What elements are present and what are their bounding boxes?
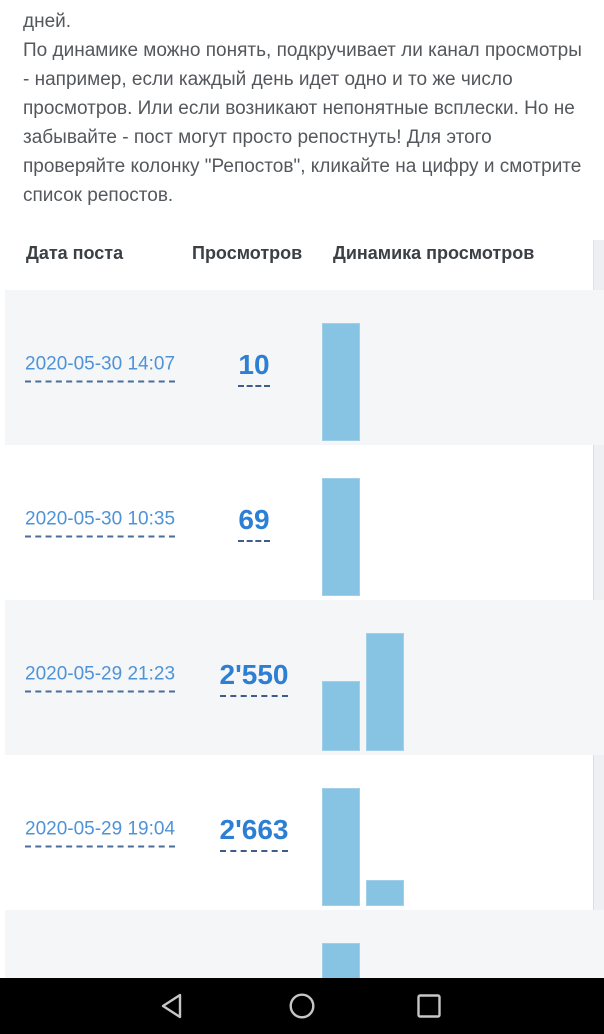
table-row: 2020-05-30 14:07 10: [5, 290, 604, 445]
views-dynamics-chart: [5, 445, 593, 600]
dynamics-bar: [322, 788, 360, 906]
col-header-date: Дата поста: [26, 243, 124, 263]
views-cell: 69: [191, 504, 317, 542]
table-row: [5, 910, 604, 978]
intro-line: дней.: [23, 11, 72, 32]
views-cell: 10: [191, 349, 317, 387]
views-cell: 2'550: [191, 659, 317, 697]
back-button[interactable]: [144, 978, 200, 1034]
recents-button[interactable]: [401, 978, 457, 1034]
post-date-link[interactable]: 2020-05-29 19:04: [25, 818, 176, 847]
android-navbar: [0, 978, 604, 1034]
recents-icon: [416, 993, 442, 1019]
table-header: Дата поста Просмотров Динамика просмотро…: [0, 243, 604, 269]
intro-line: - например, если каждый день идет одно и…: [23, 69, 513, 90]
table-row: 2020-05-29 19:04 2'663: [5, 755, 594, 910]
table-row: 2020-05-30 10:35 69: [5, 445, 594, 600]
views-count-link[interactable]: 2'550: [219, 659, 289, 697]
dynamics-bar: [322, 323, 360, 441]
intro-line: просмотров. Или если возникают непонятны…: [23, 98, 575, 119]
views-cell: 2'663: [191, 814, 317, 852]
post-date-link[interactable]: 2020-05-30 14:07: [25, 353, 176, 382]
intro-line: забывайте - пост могут просто репостнуть…: [23, 127, 492, 148]
posts-table-body: 2020-05-30 14:07 10 2020-05-30 10:35 69 …: [5, 290, 604, 978]
views-dynamics-chart: [5, 600, 604, 755]
views-count-link[interactable]: 2'663: [219, 814, 289, 852]
col-header-dynamics: Динамика просмотров: [333, 243, 535, 263]
views-dynamics-chart: [5, 290, 604, 445]
views-count-link[interactable]: 69: [238, 504, 270, 542]
home-button[interactable]: [274, 978, 330, 1034]
dynamics-bar: [322, 943, 360, 978]
intro-paragraph: дней. По динамике можно понять, подкручив…: [0, 0, 604, 210]
intro-line: список репостов.: [23, 185, 174, 206]
views-dynamics-chart: [5, 910, 604, 978]
dynamics-bar: [322, 681, 360, 751]
dynamics-bar: [366, 633, 404, 751]
intro-line: проверяйте колонку "Репостов", кликайте …: [23, 156, 582, 177]
col-header-views: Просмотров: [192, 243, 303, 263]
back-icon: [159, 992, 185, 1020]
post-date-link[interactable]: 2020-05-29 21:23: [25, 663, 176, 692]
views-count-link[interactable]: 10: [238, 349, 270, 387]
dynamics-bar: [366, 880, 404, 906]
dynamics-bar: [322, 478, 360, 596]
views-dynamics-chart: [5, 755, 593, 910]
home-icon: [288, 992, 316, 1020]
intro-line: По динамике можно понять, подкручивает л…: [23, 40, 582, 61]
table-row: 2020-05-29 21:23 2'550: [5, 600, 604, 755]
post-date-link[interactable]: 2020-05-30 10:35: [25, 508, 176, 537]
